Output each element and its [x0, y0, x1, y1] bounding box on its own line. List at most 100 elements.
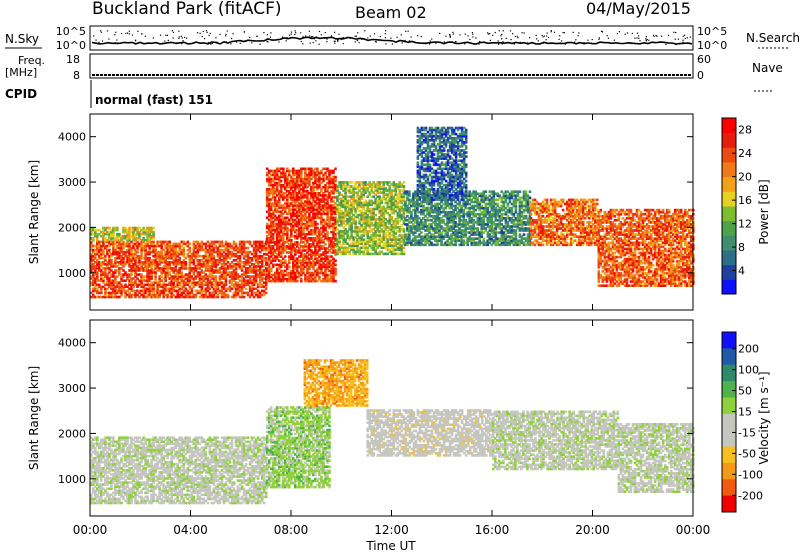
scatter-cell — [104, 240, 107, 244]
scatter-cell — [216, 289, 220, 293]
scatter-cell — [126, 277, 129, 280]
scatter-cell — [166, 261, 169, 264]
scatter-cell — [242, 279, 246, 282]
scatter-cell — [269, 247, 273, 250]
search-dot — [302, 43, 304, 45]
scatter-cell — [264, 291, 268, 295]
scatter-cell — [140, 242, 143, 246]
scatter-cell — [212, 261, 216, 264]
scatter-cell — [277, 263, 281, 267]
search-dot — [472, 36, 474, 38]
scatter-cell — [206, 248, 210, 252]
scatter-cell — [242, 248, 246, 252]
scatter-cell — [168, 267, 171, 270]
scatter-cell — [210, 271, 214, 274]
scatter-cell — [138, 295, 141, 299]
scatter-cell — [118, 287, 121, 291]
scatter-cell — [265, 216, 269, 220]
scatter-cell — [294, 251, 297, 254]
scatter-cell — [256, 285, 260, 289]
scatter-cell — [252, 275, 256, 278]
scatter-cell — [154, 259, 157, 262]
scatter-cell — [286, 175, 289, 179]
scatter-cell — [232, 285, 236, 289]
scatter-cell — [98, 285, 101, 289]
scatter-cell — [269, 173, 273, 177]
scatter-cell — [277, 241, 281, 244]
scatter-cell — [206, 275, 210, 278]
scatter-cell — [98, 250, 101, 254]
scatter-cell — [265, 192, 269, 195]
scatter-cell — [230, 261, 234, 264]
scatter-cell — [198, 271, 202, 274]
search-dot — [318, 30, 321, 33]
scatter-cell — [164, 244, 167, 248]
scatter-cell — [152, 261, 155, 264]
scatter-cell — [114, 263, 117, 266]
search-dot — [512, 33, 514, 35]
search-dot — [285, 40, 287, 42]
scatter-cell — [226, 254, 230, 258]
scatter-cell — [146, 271, 149, 274]
scatter-cell — [148, 234, 151, 238]
scatter-cell — [228, 281, 232, 284]
scatter-cell — [230, 252, 234, 256]
search-dot — [653, 35, 655, 37]
search-dot — [587, 39, 589, 41]
scatter-cell — [202, 283, 206, 287]
scatter-cell — [265, 273, 269, 277]
scatter-cell — [118, 285, 121, 289]
scatter-cell — [267, 208, 271, 211]
search-dot — [487, 42, 490, 44]
scatter-cell — [174, 250, 177, 254]
scatter-cell — [246, 246, 250, 250]
scatter-cell — [296, 181, 299, 185]
search-dot — [181, 43, 183, 45]
scatter-cell — [296, 224, 299, 228]
scatter-cell — [260, 254, 264, 258]
scatter-cell — [134, 273, 137, 276]
scatter-cell — [160, 246, 163, 250]
scatter-cell — [140, 289, 143, 293]
scatter-cell — [230, 287, 234, 291]
scatter-cell — [269, 251, 273, 254]
scatter-cell — [174, 256, 177, 260]
scatter-cell — [204, 259, 208, 262]
scatter-cell — [288, 194, 291, 197]
scatter-cell — [242, 261, 246, 264]
search-dot — [497, 40, 499, 42]
scatter-cell — [284, 208, 287, 211]
scatter-cell — [240, 291, 244, 295]
scatter-cell — [262, 285, 266, 289]
scatter-cell — [200, 275, 204, 278]
scatter-cell — [226, 265, 230, 268]
scatter-cell — [216, 240, 220, 244]
scatter-cell — [204, 293, 208, 297]
scatter-cell — [138, 244, 141, 248]
scatter-cell — [118, 244, 121, 248]
scatter-cell — [282, 251, 285, 254]
scatter-cell — [198, 242, 202, 246]
scatter-cell — [262, 259, 266, 262]
scatter-cell — [275, 243, 279, 246]
scatter-cell — [140, 285, 143, 289]
scatter-cell — [204, 295, 208, 299]
scatter-cell — [174, 248, 177, 252]
scatter-cell — [292, 192, 295, 195]
scatter-cell — [273, 218, 277, 222]
scatter-cell — [294, 253, 297, 256]
scatter-cell — [294, 237, 297, 240]
scatter-cell — [294, 194, 297, 197]
scatter-cell — [166, 240, 169, 244]
scatter-cell — [168, 246, 171, 250]
scatter-cell — [273, 175, 277, 179]
search-dot — [159, 34, 162, 36]
scatter-cell — [204, 263, 208, 266]
scatter-cell — [142, 289, 145, 293]
scatter-cell — [275, 218, 279, 222]
scatter-cell — [250, 287, 254, 291]
scatter-cell — [206, 289, 210, 293]
search-dot — [636, 37, 638, 39]
scatter-cell — [230, 271, 234, 274]
